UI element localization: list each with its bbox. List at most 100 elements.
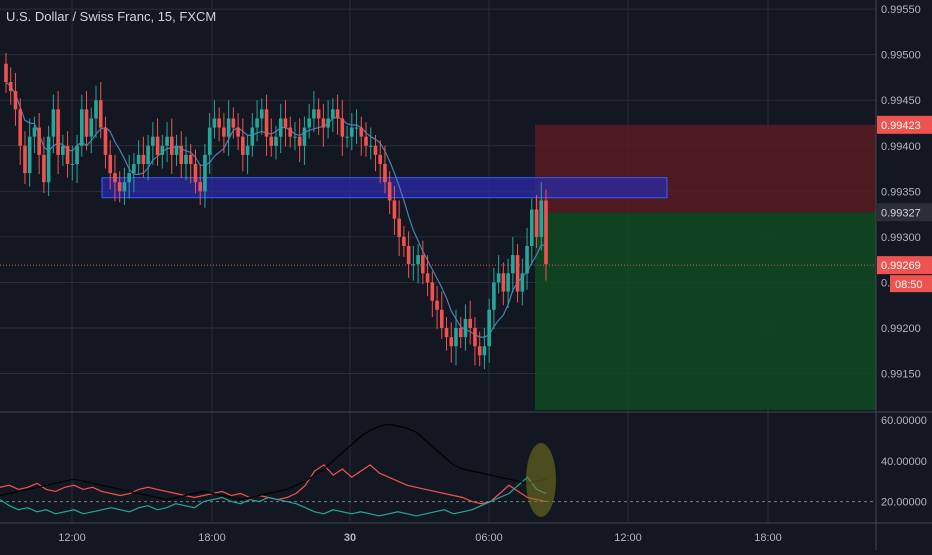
candle-body (449, 337, 454, 347)
candle-body (259, 109, 264, 119)
candle-body (13, 91, 18, 110)
candle-body (264, 109, 269, 137)
osc-series-line (0, 423, 547, 501)
candle-body (89, 118, 94, 137)
candle-body (534, 209, 539, 237)
candle-body (473, 328, 477, 347)
candle-body (274, 136, 278, 146)
candle-body (75, 145, 79, 164)
candle-body (444, 328, 449, 338)
candle-body (335, 109, 340, 119)
oscillator-pane (0, 423, 876, 517)
candle-body (141, 154, 146, 164)
candle-body (169, 136, 174, 155)
candle-body (316, 109, 321, 119)
highlight-ellipse (526, 443, 556, 517)
candle-body (4, 63, 8, 82)
candle-body (84, 109, 89, 137)
candle-body (487, 309, 491, 347)
candle-body (297, 136, 302, 146)
candle-body (269, 136, 274, 146)
osc-series-line (0, 464, 547, 505)
candle-body (477, 346, 482, 356)
candle-body (283, 118, 288, 128)
candle-body (61, 145, 65, 155)
candle-body (103, 127, 108, 155)
candle-body (245, 145, 250, 155)
candle-body (241, 136, 245, 155)
candle-body (354, 127, 359, 129)
candle-body (482, 346, 487, 356)
candle-body (364, 136, 368, 146)
candle-body (184, 154, 188, 164)
candle-body (307, 118, 311, 128)
candle-body (151, 136, 155, 146)
candle-body (98, 100, 103, 128)
candle-body (288, 127, 293, 137)
candle-body (23, 145, 27, 174)
candle-body (37, 127, 41, 155)
candle-body (373, 145, 378, 155)
osc-tick-label: 20.00000 (881, 497, 927, 509)
candle-body (359, 127, 364, 137)
candle-body (406, 246, 411, 265)
candle-body (397, 218, 401, 237)
candle-body (349, 127, 354, 137)
x-tick-label: 12:00 (58, 532, 86, 544)
y-tick-label: 0.99200 (881, 323, 921, 335)
current-price-label-bg (877, 256, 932, 275)
candlesticks (4, 52, 548, 369)
candle-body (326, 118, 330, 128)
candle-body (65, 145, 70, 164)
candle-body (511, 255, 515, 274)
candle-body (46, 136, 51, 183)
candle-body (387, 182, 392, 201)
candle-body (27, 136, 32, 174)
entry-price-label: 0.99327 (881, 207, 921, 219)
candle-body (529, 209, 534, 246)
candle-body (94, 100, 98, 119)
candle-body (492, 282, 496, 310)
candle-body (212, 118, 217, 128)
osc-series-line (0, 476, 547, 517)
take-profit-zone (535, 212, 876, 410)
candle-body (463, 318, 468, 338)
y-tick-label: 0.99450 (881, 95, 921, 107)
candle-body (368, 145, 373, 147)
candle-body (203, 154, 207, 192)
candle-body (411, 264, 416, 266)
candle-body (544, 200, 548, 265)
candle-body (454, 328, 458, 347)
x-tick-label: 30 (344, 532, 356, 544)
y-tick-label: 0.99500 (881, 50, 921, 62)
candle-body (79, 109, 84, 146)
candle-body (231, 118, 236, 128)
candle-body (51, 109, 56, 137)
candle-body (217, 118, 221, 128)
candle-body (435, 300, 439, 310)
candle-body (207, 127, 212, 155)
candle-body (430, 282, 435, 301)
candle-body (458, 328, 463, 338)
candle-body (340, 118, 345, 137)
candle-body (525, 246, 529, 274)
candle-body (345, 136, 349, 138)
candle-body (226, 118, 231, 137)
y-tick-label: 0.99550 (881, 4, 921, 16)
candle-body (378, 154, 383, 164)
candle-body (56, 109, 60, 155)
x-tick-label: 18:00 (754, 532, 782, 544)
candle-body (113, 173, 117, 183)
candle-body (160, 145, 165, 155)
candle-body (132, 164, 136, 174)
entry-price-label-bg (877, 203, 932, 222)
candle-body (416, 255, 420, 265)
candle-body (520, 273, 525, 292)
x-tick-label: 06:00 (475, 532, 503, 544)
candle-body (32, 127, 37, 137)
candle-body (236, 127, 240, 137)
current-price-label: 0.99269 (881, 260, 921, 272)
candle-body (108, 154, 113, 174)
